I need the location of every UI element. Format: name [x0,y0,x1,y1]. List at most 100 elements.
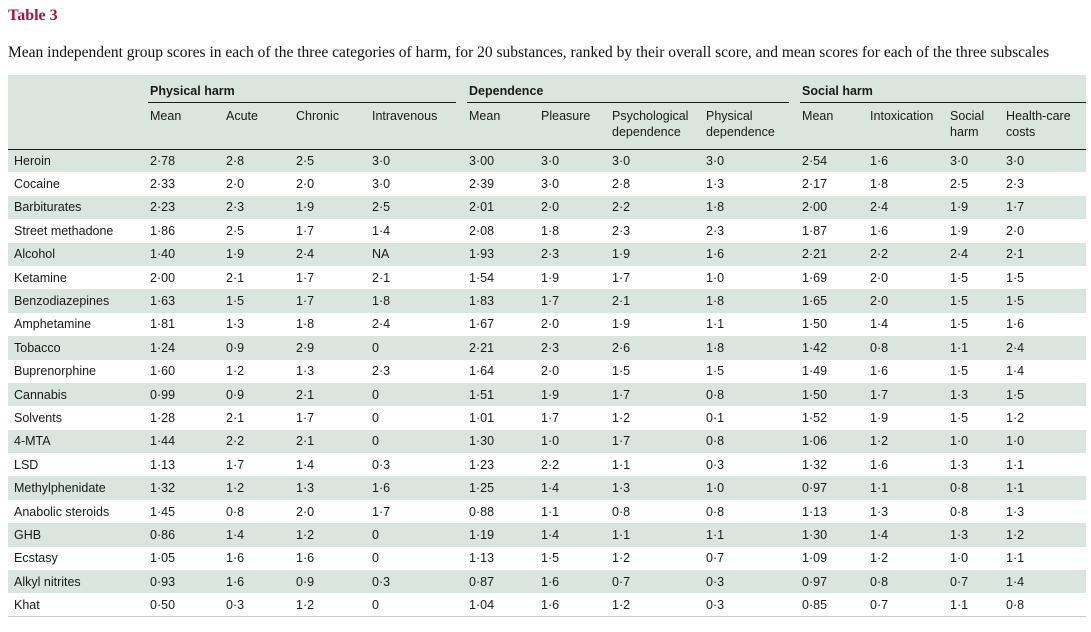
score-cell: 0·8 [706,504,725,519]
score-cell: 1·1 [610,523,705,547]
score-cell: 1·13 [150,457,176,472]
score-cell: 1·7 [539,289,611,313]
score-cell: 1·45 [150,504,176,519]
score-cell: 1·6 [224,570,294,594]
score-cell: 0 [370,523,468,547]
score-cell: 1·2 [224,476,294,500]
score-cell: 1·64 [469,364,495,379]
substance-name: Solvents [14,410,62,425]
table-row: Cocaine 2·33 2·0 2·0 3·0 2·39 3·0 2·8 1·3 2·17 1·8… [8,172,1086,195]
score-cell: 2·0 [868,289,949,313]
score-cell: 1·5 [950,364,969,379]
score-cell: 2·5 [294,149,370,173]
score-cell: 1·1 [706,317,725,332]
score-cell: 2·0 [539,195,611,220]
score-cell: 2·00 [150,270,176,285]
score-cell: 1·5 [950,270,969,285]
substance-name: Alcohol [8,242,148,266]
score-cell: 1·9 [950,223,969,238]
score-cell: 2·21 [467,336,540,360]
substance-name: Cocaine [14,177,60,192]
score-cell: 1·1 [1006,551,1025,566]
score-cell: 0·97 [800,476,869,500]
score-cell: 3·0 [610,149,705,173]
substance-name: Buprenorphine [14,364,97,379]
table-row: GHB 0·86 1·4 1·2 0 1·19 1·4 1·1 1·1 1·30 1·4 1·3 1·2 [8,523,1087,547]
score-cell: 1·3 [706,177,725,192]
score-cell: 1·4 [1006,364,1025,379]
substance-name: Ketamine [14,270,67,285]
score-cell: 0·3 [704,570,801,594]
score-cell: 1·50 [802,317,828,332]
score-cell: 2·2 [224,429,294,454]
score-cell: 1·6 [870,457,889,472]
score-cell: 2·4 [1004,336,1087,360]
column-header-chronic: Chronic [294,103,370,150]
score-cell: 0·3 [706,457,725,472]
score-cell: 1·7 [226,457,245,472]
score-cell: 3·00 [467,149,540,173]
score-cell: 1·7 [541,410,560,425]
score-cell: 1·51 [467,382,540,407]
score-cell: 1·6 [539,593,611,618]
score-cell: 2·1 [1004,242,1087,266]
substance-name: Ecstasy [14,551,58,566]
score-cell: 1·2 [610,593,705,618]
column-header-social-harm: Social harm [948,103,1005,150]
table-row: Tobacco 1·24 0·9 2·9 0 2·21 2·3 2·6 1·8 1·42 0·8 1·… [8,336,1087,360]
score-cell: 1·19 [467,523,540,547]
table-row: Buprenorphine 1·60 1·2 1·3 2·3 1·64 2·0 1·5 1·5 1… [8,360,1086,383]
score-cell: 1·87 [802,223,828,238]
score-cell: 1·6 [370,476,468,500]
score-cell: 1·52 [802,410,828,425]
score-cell: 1·7 [1004,195,1087,220]
table-title: Table 3 [8,7,58,24]
score-cell: 0 [370,336,468,360]
score-cell: 3·0 [370,149,468,173]
score-cell: 1·2 [294,523,370,547]
score-cell: 2·4 [868,195,949,220]
score-cell: 2·0 [226,177,245,192]
table-row: Amphetamine 1·81 1·3 1·8 2·4 1·67 2·0 1·9 1·1 1·5… [8,313,1086,336]
score-cell: 1·8 [704,336,801,360]
score-cell: 0·9 [294,570,370,594]
substance-name: Methylphenidate [8,476,148,500]
score-cell: 1·42 [800,336,869,360]
score-cell: 1·0 [704,476,801,500]
score-cell: 1·83 [467,289,540,313]
score-cell: 1·1 [541,504,560,519]
score-cell: 1·63 [148,289,224,313]
table-row: Solvents 1·28 2·1 1·7 0 1·01 1·7 1·2 0·1 1·52 1·9 1… [8,406,1086,429]
score-cell: 2·0 [296,504,315,519]
substance-name: Alkyl nitrites [8,570,148,594]
score-cell: 2·9 [294,336,370,360]
score-cell: 1·2 [612,551,631,566]
score-cell: 0·8 [868,336,949,360]
score-cell: 1·49 [802,364,828,379]
score-cell: 2·5 [370,195,468,220]
score-cell: NA [370,242,468,266]
score-cell: 2·1 [294,382,370,407]
column-header-psychological-dependence: Psychological dependence [610,103,705,150]
table-row: Ketamine 2·00 2·1 1·7 2·1 1·54 1·9 1·7 1·0 1·69 2·… [8,266,1086,289]
substance-name: Tobacco [8,336,148,360]
score-cell: 1·5 [948,289,1005,313]
column-header-health-care-costs: Health-care costs [1004,103,1087,150]
score-cell: 1·13 [469,551,495,566]
score-cell: 1·30 [467,429,540,454]
group-header-row: Physical harm Dependence Social harm [8,75,1087,150]
sub-header-row: Mean Acute Chronic Intravenous Mean Pleasure P… [8,103,1087,150]
score-cell: 1·1 [948,336,1005,360]
score-cell: 1·5 [1004,382,1087,407]
table-row: Anabolic steroids 1·45 0·8 2·0 1·7 0·88 1·1 0·8… [8,500,1086,523]
column-header-physical-dependence: Physical dependence [704,103,801,150]
score-cell: 1·9 [612,317,631,332]
score-cell: 2·0 [541,317,560,332]
column-group-social-harm: Social harm [800,75,1087,103]
score-cell: 1·5 [224,289,294,313]
table-row: Khat 0·50 0·3 1·2 0 1·04 1·6 1·2 0·3 0·85 0·7 1·1 0·… [8,593,1087,618]
score-cell: 1·3 [950,457,969,472]
substance-name: Anabolic steroids [14,504,110,519]
score-cell: 0 [370,593,468,618]
score-cell: 1·23 [469,457,495,472]
